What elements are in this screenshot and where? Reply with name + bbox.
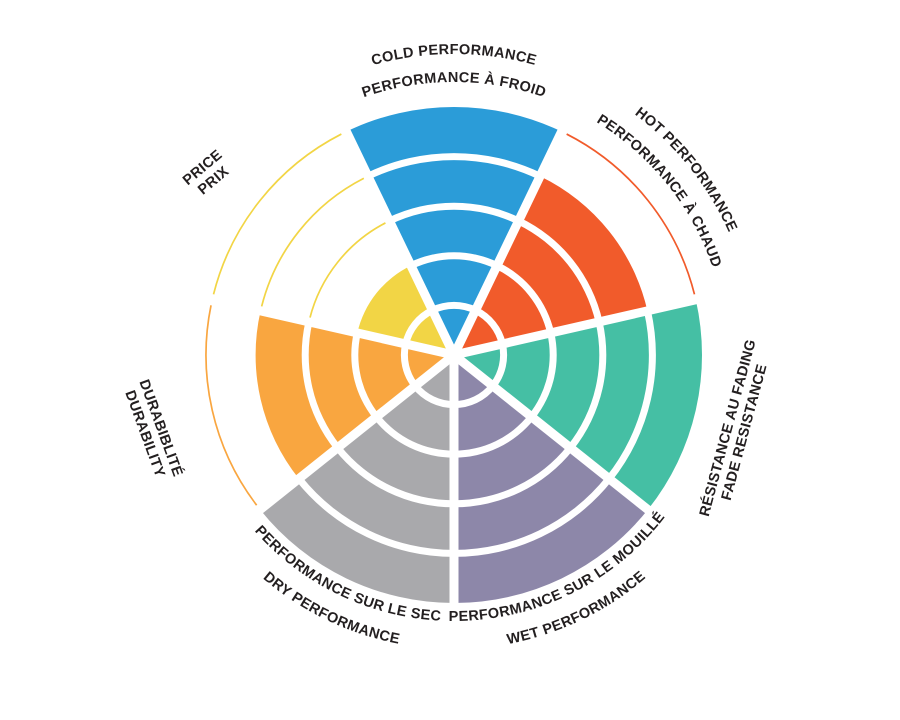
durability-ring-arc-5 [205,305,258,506]
dry-performance-band-1 [417,359,454,402]
fade-resistance-band-5 [611,299,702,510]
cold-performance-band-5 [346,107,562,174]
dry-performance-band-5 [260,480,454,603]
cold-performance-label-line-2: PERFORMANCE À FROID [360,70,548,101]
hot-performance-band-4 [520,176,648,322]
fade-resistance-band-3 [534,322,600,446]
wedge-separator-1 [452,294,700,360]
durability-band-3 [308,322,374,446]
hot-performance-band-2 [477,268,548,344]
cold-performance-band-2 [412,259,496,308]
wedge-separator-5 [208,294,456,360]
durability-band-4 [255,310,335,479]
wedge-separator-6 [341,126,459,357]
hot-performance-band-3 [498,224,596,333]
price-ring-arc-4 [260,177,365,307]
price-ring-arc-3 [308,221,387,319]
cold-performance-label-line-1: COLD PERFORMANCE [370,42,538,69]
wedge-separator-0 [449,126,567,357]
wedge-separator-2 [451,351,654,516]
wet-performance-band-4 [454,449,607,550]
cold-performance-band-3 [390,209,518,263]
wet-performance-band-3 [454,419,568,501]
hot-performance-ring-arc-5 [566,133,696,295]
dry-performance-band-4 [301,449,454,550]
cold-performance-band-1 [434,308,474,348]
fade-resistance-band-4 [573,311,649,477]
price-band-2 [357,265,431,344]
wet-performance-band-5 [454,480,648,603]
price-ring-arc-5 [212,133,342,295]
wedge-separator-4 [254,351,457,516]
wet-performance-band-1 [454,359,491,402]
cold-performance-band-4 [369,160,539,218]
dry-performance-band-3 [340,419,454,501]
